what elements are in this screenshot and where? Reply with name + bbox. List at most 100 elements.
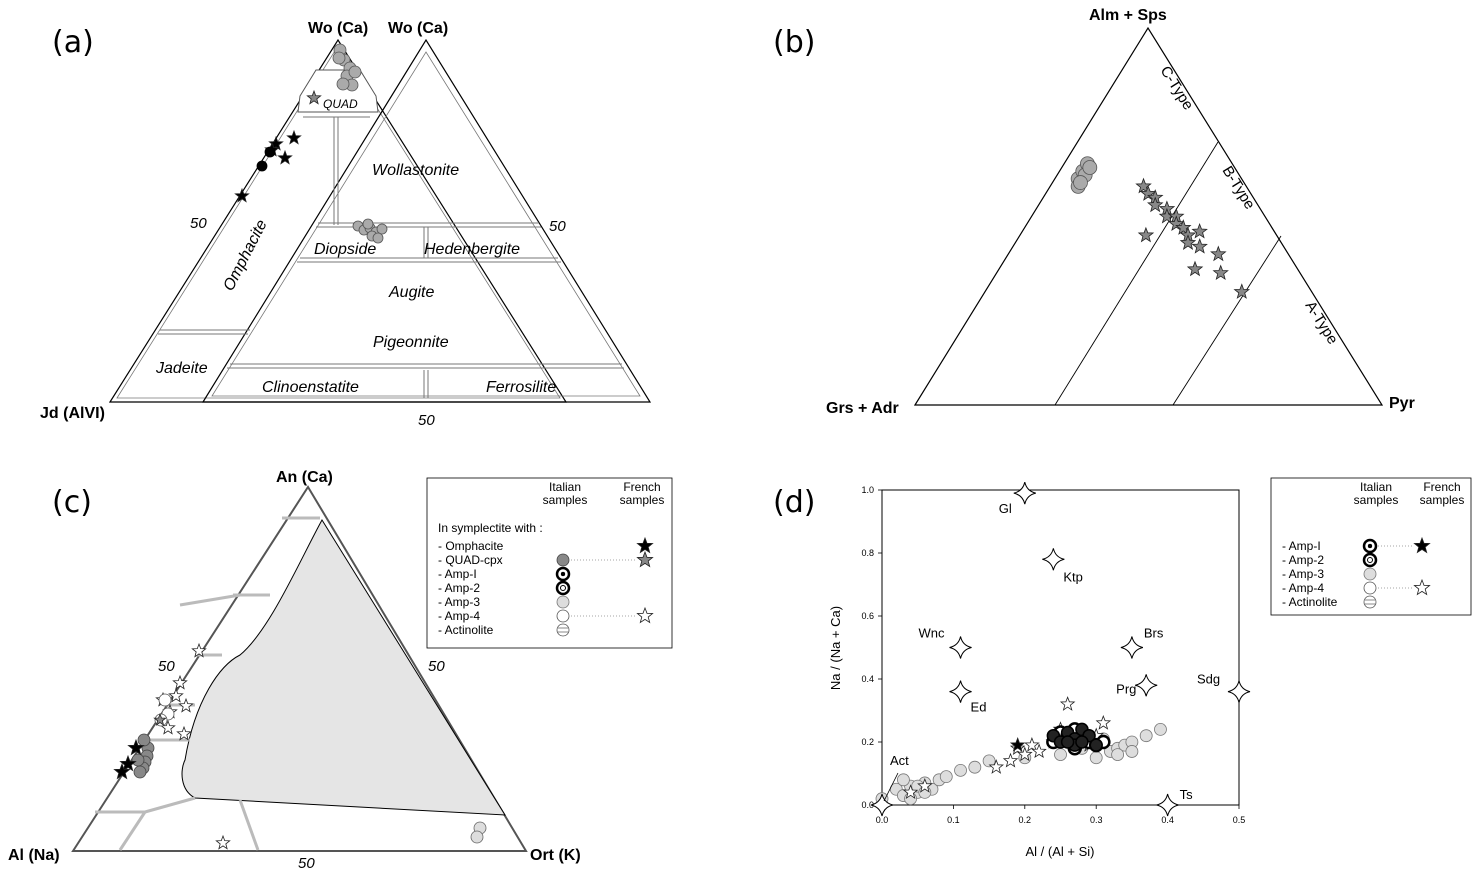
end-member-marker [949, 680, 972, 703]
french-amp1-point [1009, 736, 1026, 752]
y-tick-label: 0.0 [861, 800, 874, 810]
garnet-italian-point [1073, 175, 1088, 190]
amp4-italian-point [158, 693, 172, 707]
panel-a: (a) Wo (Ca) Wo (Ca) Jd (AlVI) QUAD Wolla… [40, 20, 652, 429]
amp4-point [902, 784, 919, 800]
garnet-french-point [1147, 196, 1164, 213]
omphacite-french-point [268, 135, 284, 151]
panel-c-tick-bottom: 50 [298, 855, 315, 872]
omphacite-italian-point [264, 146, 276, 158]
legend-symbol-light-circle [1363, 567, 1377, 581]
diopside-point [376, 223, 388, 235]
apex-grs-adr: Grs + Adr [826, 400, 899, 417]
panel-a-tick-bottom: 50 [418, 412, 435, 429]
apex-jd: Jd (AlVI) [40, 405, 105, 422]
panel-b-label: (b) [773, 25, 815, 60]
apex-an: An (Ca) [276, 469, 333, 486]
amp4-french-point [172, 674, 188, 690]
amp3-point [1125, 745, 1139, 758]
amp3-point [1111, 748, 1125, 761]
legend-symbol-amp1-dot [560, 571, 566, 577]
legend-c-italian: Italian [549, 480, 581, 494]
legend-d-item-label: - Actinolite [1282, 595, 1338, 609]
legend-d-italian: Italian [1360, 480, 1392, 494]
quad-cpx-point [336, 77, 350, 91]
legend-c-col1-1: Italian samples [543, 480, 588, 507]
quad-cpx-point [332, 51, 346, 65]
apex-pyr: Pyr [1389, 395, 1415, 412]
legend-c-col2-1: French samples [620, 480, 665, 507]
amp4-point [1017, 746, 1033, 762]
amp4-french-point [168, 687, 184, 703]
end-member-marker [1042, 548, 1065, 571]
omphacite-french-point [286, 129, 302, 145]
amp4-point [1059, 696, 1076, 711]
panel-a-points [234, 43, 388, 244]
panel-c-label: (c) [52, 485, 92, 520]
legend-c-intro: In symplectite with : [438, 521, 543, 535]
garnet-french-point [1175, 219, 1192, 235]
legend-d-french: French [1423, 480, 1460, 494]
panel-b-points [1070, 156, 1251, 299]
axis-x-label: Al / (Al + Si) [1026, 844, 1095, 859]
orthoclase-point [470, 830, 484, 844]
end-member-marker [1227, 680, 1251, 703]
field-diopside: Diopside [314, 241, 376, 258]
legend-heading-line: samples [1420, 493, 1465, 507]
end-member-label: Wnc [919, 626, 946, 641]
amp1-point [1089, 738, 1103, 752]
quad-cpx-point [348, 65, 362, 79]
legend-symbol-white-circle [556, 609, 570, 623]
end-member-label: Prg [1116, 681, 1136, 696]
x-tick-label: 0.4 [1161, 815, 1174, 825]
legend-symbol-amp4-french [636, 606, 654, 624]
garnet-french-point [1191, 222, 1208, 239]
omphacite-french-point [277, 149, 293, 165]
apex-ort-k: Ort (K) [530, 847, 581, 864]
garnet-french-point [1167, 215, 1185, 232]
amp3-point [1054, 748, 1067, 761]
legend-d-col1: Italian samples [1354, 480, 1399, 507]
garnet-french-point [1191, 238, 1208, 254]
amp3-point [939, 770, 953, 784]
end-member-label: Ktp [1063, 569, 1083, 584]
garnet-french-point [1135, 177, 1152, 194]
legend-c-item-label: - Actinolite [438, 623, 494, 637]
legend-d-item-label: - Amp-2 [1282, 553, 1324, 567]
y-tick-label: 0.6 [861, 611, 874, 621]
apex-wo-right: Wo (Ca) [388, 20, 448, 37]
label-c-type: C-Type [1157, 63, 1197, 113]
triangle-left-inner [116, 45, 561, 399]
legend-symbol-grey-circle [556, 553, 570, 567]
garnet-triangle [913, 26, 1384, 406]
diopside-point [372, 232, 384, 244]
legend-symbol-amp1-dot [1367, 543, 1373, 549]
legend-symbol-quad-french [636, 550, 654, 568]
legend-symbol-actinolite [556, 623, 570, 637]
garnet-french-point [1140, 185, 1157, 201]
omphacite-french-point [119, 754, 137, 772]
diopside-point [362, 218, 374, 230]
panel-a-tick-right: 50 [549, 218, 566, 235]
garnet-italian-point [1082, 160, 1098, 175]
legend-c-french: French [623, 480, 660, 494]
panel-c-points [113, 642, 487, 850]
feldspar-triangle [71, 485, 528, 852]
garnet-french-point [1233, 283, 1251, 299]
triangle-right [201, 38, 652, 403]
legend-c-item-label: - QUAD-cpx [438, 553, 503, 567]
legend-heading-line: samples [1354, 493, 1399, 507]
end-member-label: Ed [971, 700, 987, 715]
legend-symbol-amp2-inner [1367, 557, 1373, 563]
y-tick-label: 0.2 [861, 737, 874, 747]
panel-a-label: (a) [52, 25, 94, 60]
apex-alm-sps: Alm + Sps [1089, 7, 1167, 24]
legend-symbol-amp2-inner [560, 585, 566, 591]
field-augite: Augite [388, 284, 434, 301]
c-b-boundary [1054, 141, 1219, 406]
amp4-french-point [178, 697, 194, 713]
panel-d: (d) 0.0 0.1 0.2 0.3 0.4 0.5 0.0 0.2 0.4 0.6 0.8 1.0… [773, 477, 1472, 859]
panel-a-tick-left: 50 [190, 215, 207, 232]
amp4-french-point [215, 834, 231, 850]
